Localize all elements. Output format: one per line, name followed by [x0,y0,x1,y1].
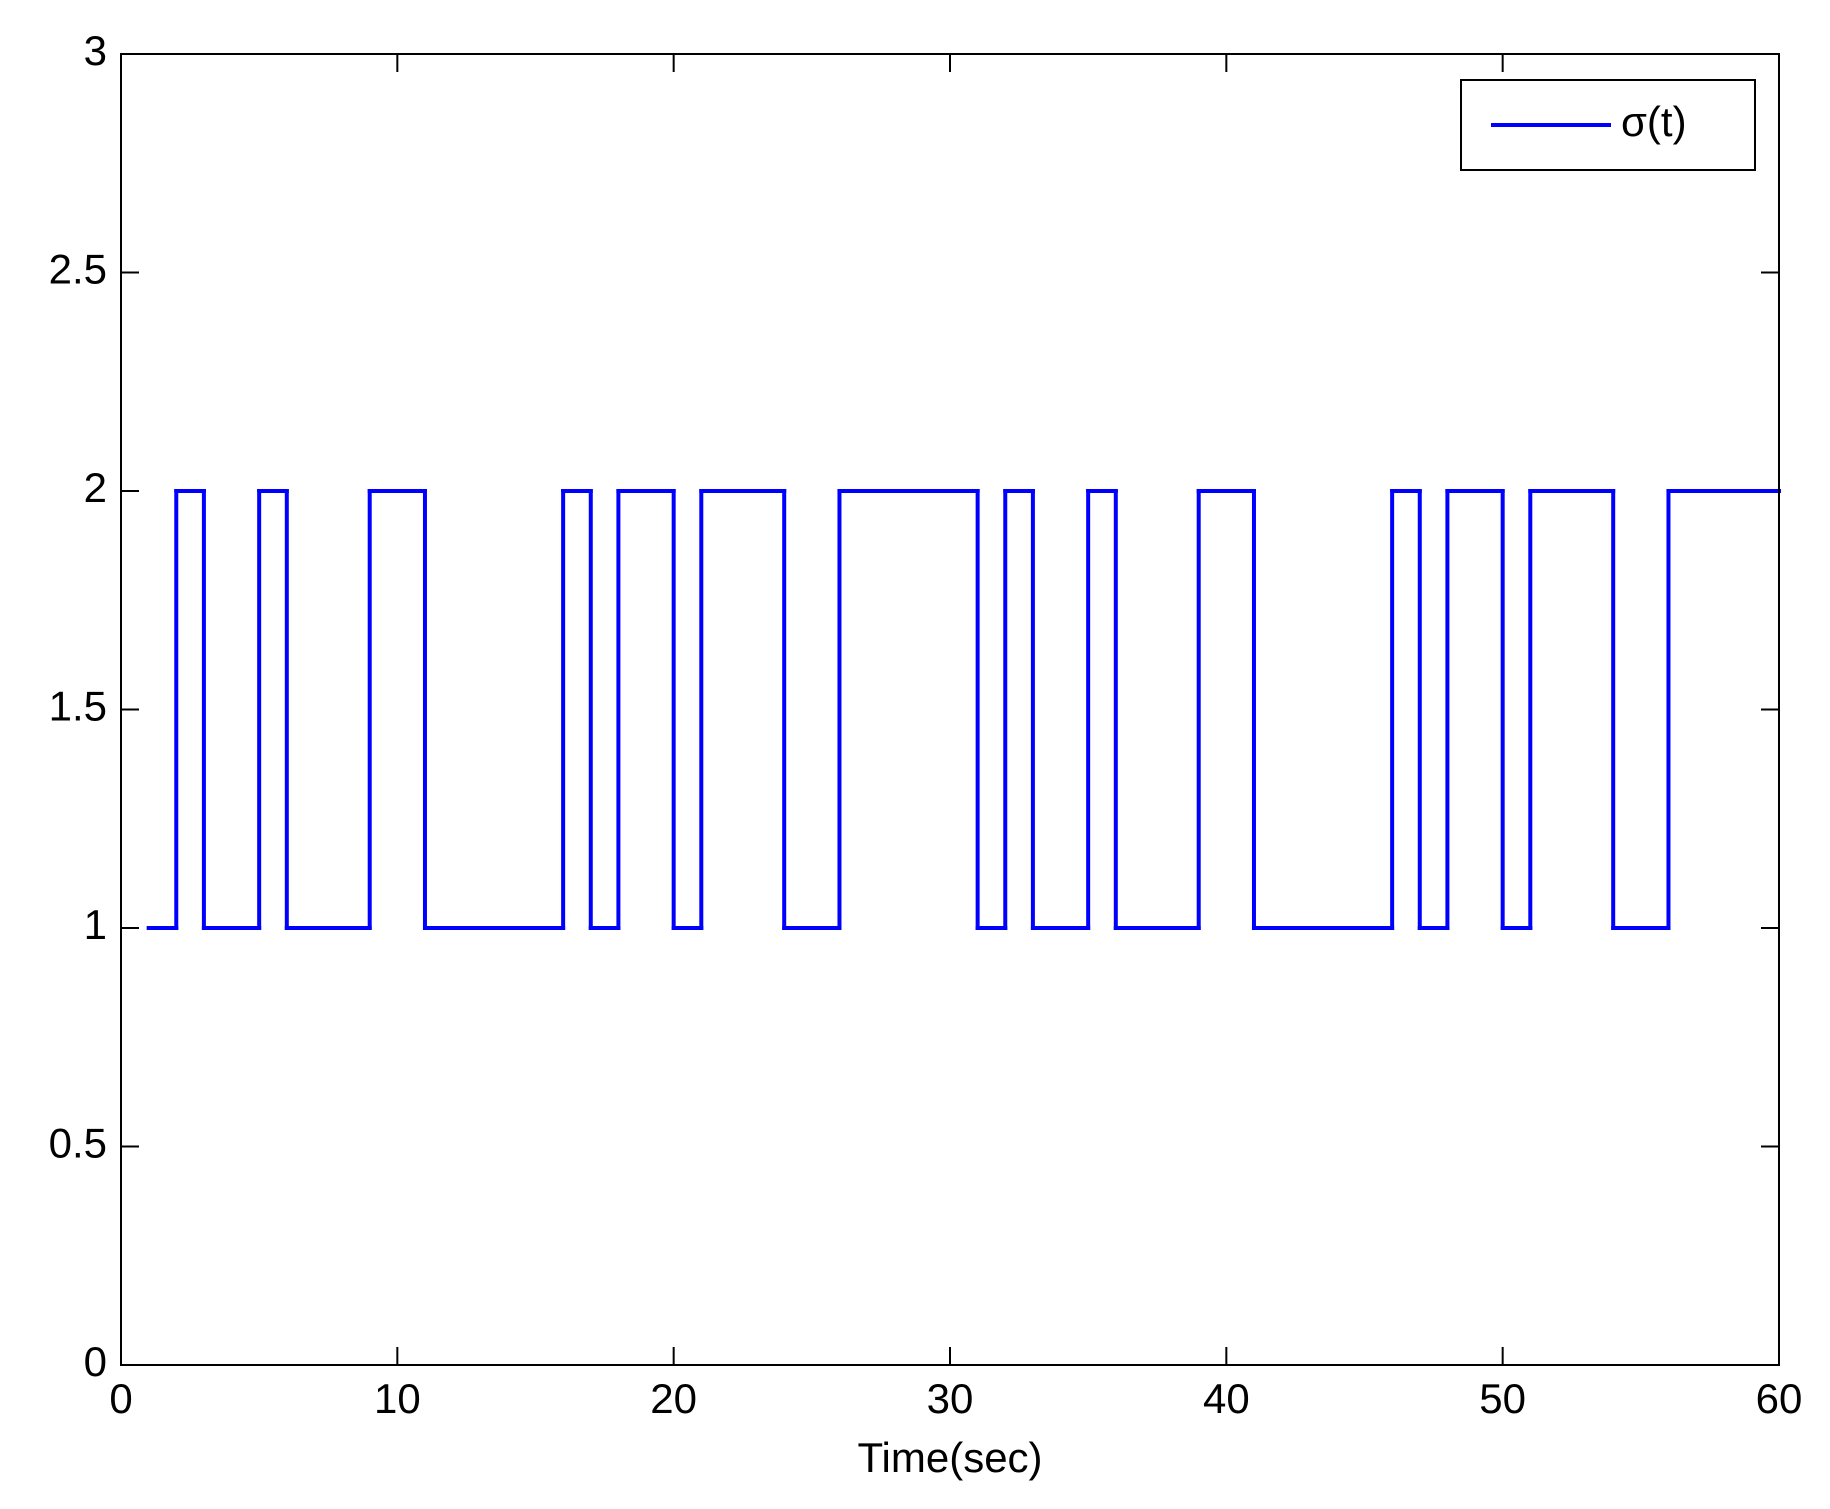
y-tick-label: 0.5 [49,1120,107,1167]
x-tick-label: 20 [650,1375,697,1422]
y-tick-label: 2.5 [49,246,107,293]
y-tick-label: 2 [84,464,107,511]
legend-label: σ(t) [1621,98,1687,145]
x-tick-label: 30 [927,1375,974,1422]
x-tick-label: 50 [1479,1375,1526,1422]
y-tick-label: 1.5 [49,683,107,730]
x-tick-label: 40 [1203,1375,1250,1422]
x-axis-label: Time(sec) [857,1434,1042,1481]
y-tick-label: 3 [84,27,107,74]
x-tick-label: 60 [1756,1375,1803,1422]
plot-frame [120,53,1780,1366]
y-tick-label: 0 [84,1338,107,1385]
y-tick-label: 1 [84,901,107,948]
x-tick-label: 0 [109,1375,132,1422]
x-tick-label: 10 [374,1375,421,1422]
